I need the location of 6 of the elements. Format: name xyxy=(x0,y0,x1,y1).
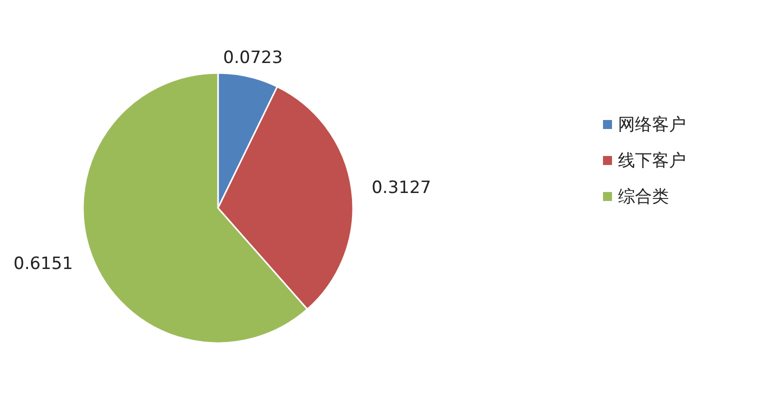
legend-label: 线下客户 xyxy=(618,151,686,171)
legend-label: 综合类 xyxy=(618,187,669,207)
data-label: 0.0723 xyxy=(223,48,283,68)
legend-label: 网络客户 xyxy=(618,115,686,135)
data-label: 0.3127 xyxy=(372,178,432,198)
data-label: 0.6151 xyxy=(14,254,74,274)
